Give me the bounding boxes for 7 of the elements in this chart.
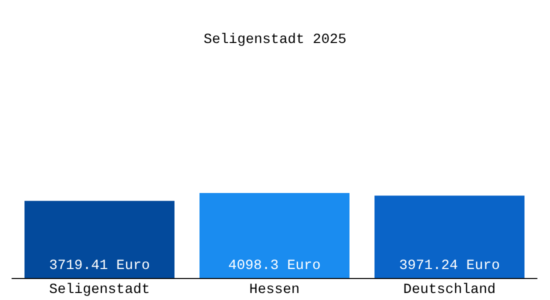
x-tick-label: Deutschland (403, 282, 496, 298)
data-label: 4098.3 Euro (228, 258, 321, 274)
x-tick-label: Hessen (249, 282, 300, 298)
data-label: 3719.41 Euro (49, 258, 150, 274)
x-tick-label: Seligenstadt (49, 282, 150, 298)
data-label: 3971.24 Euro (399, 258, 500, 274)
chart-title: Seligenstadt 2025 (204, 32, 346, 48)
